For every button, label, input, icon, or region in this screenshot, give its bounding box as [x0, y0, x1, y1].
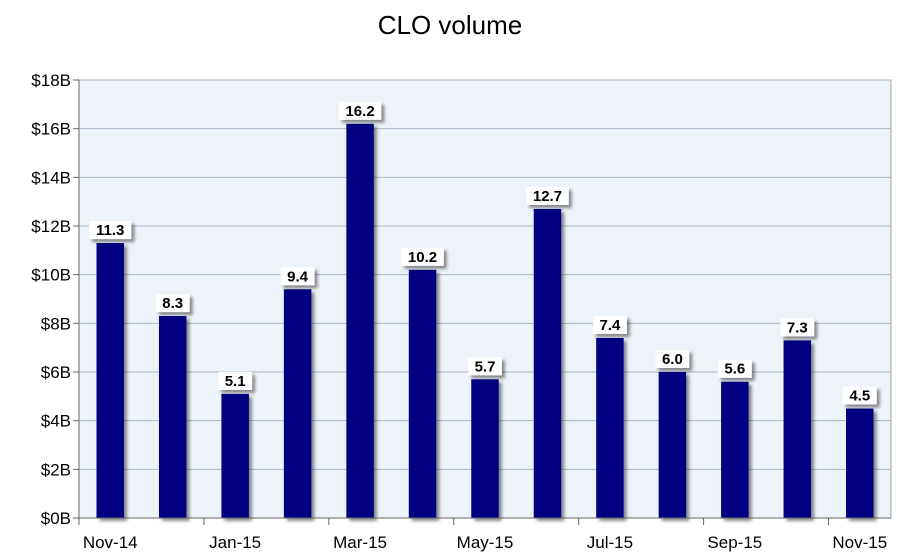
data-label-box — [717, 359, 752, 378]
x-tick-label: Nov-15 — [832, 533, 887, 552]
y-tick-label: $6B — [41, 363, 71, 382]
y-axis-ticks: $0B $2B $4B $6B $8B $10B $12B $14B $16B $18B — [31, 71, 79, 528]
data-label-text: 16.2 — [345, 103, 374, 120]
data-label-box — [401, 247, 444, 266]
y-tick-label: $16B — [31, 120, 71, 139]
data-label-text: 4.5 — [849, 388, 870, 405]
data-label: 9.4 — [280, 267, 315, 286]
data-label-text: 5.6 — [724, 361, 745, 378]
data-label: 4.5 — [842, 386, 877, 405]
data-label-text: 5.7 — [475, 358, 496, 375]
x-tick-label: May-15 — [457, 533, 514, 552]
x-tick-label: Jul-15 — [587, 533, 633, 552]
bar — [221, 393, 249, 518]
data-label: 5.7 — [468, 357, 502, 376]
data-label-box — [89, 221, 132, 240]
data-label: 5.6 — [717, 359, 752, 378]
y-tick-label: $8B — [41, 314, 71, 333]
y-tick-label: $0B — [41, 509, 71, 528]
y-tick-label: $14B — [31, 168, 71, 187]
data-label-box — [842, 386, 877, 405]
data-label: 7.4 — [593, 315, 627, 334]
bar — [283, 289, 312, 518]
data-label-box — [155, 294, 190, 313]
data-label-text: 8.3 — [162, 295, 183, 312]
bar — [846, 408, 874, 518]
data-label-text: 6.0 — [662, 351, 683, 368]
chart-title: CLO volume — [377, 10, 523, 40]
y-tick-label: $4B — [41, 412, 71, 431]
bar — [533, 208, 562, 518]
data-label-box — [280, 267, 315, 286]
bar — [158, 316, 187, 518]
y-tick-label: $12B — [31, 217, 71, 236]
data-label: 5.1 — [218, 371, 253, 390]
data-label: 8.3 — [155, 294, 190, 313]
data-label: 10.2 — [401, 247, 444, 266]
y-tick-label: $10B — [31, 266, 71, 285]
data-label-box — [338, 101, 382, 120]
x-axis-ticks: Nov-14 Jan-15 Mar-15 May-15 Jul-15 Sep-15 Nov-… — [78, 518, 887, 552]
x-tick-label: Mar-15 — [333, 533, 387, 552]
bar — [471, 379, 499, 518]
data-label-text: 5.1 — [225, 373, 246, 390]
x-tick-label: Jan-15 — [209, 533, 261, 552]
bar — [408, 269, 437, 518]
data-label-text: 9.4 — [287, 268, 309, 285]
data-label-text: 12.7 — [533, 188, 562, 205]
axes — [78, 80, 891, 519]
y-tick-label: $18B — [31, 71, 71, 90]
bar — [721, 381, 749, 518]
data-label-text: 7.3 — [787, 319, 808, 336]
data-label-text: 11.3 — [96, 222, 124, 239]
data-label: 12.7 — [526, 186, 569, 205]
data-label-box — [780, 318, 815, 337]
x-tick-label: Sep-15 — [707, 533, 762, 552]
data-label: 6.0 — [655, 350, 690, 368]
data-label-box — [593, 315, 627, 334]
bar — [658, 372, 687, 518]
data-label-box — [218, 371, 253, 390]
bar — [96, 243, 124, 519]
data-label-box — [655, 350, 690, 368]
bar — [783, 340, 812, 518]
data-label-box — [526, 186, 569, 205]
bar — [596, 337, 624, 518]
data-label: 7.3 — [780, 318, 815, 337]
bars — [96, 123, 874, 519]
data-label-text: 10.2 — [408, 249, 437, 266]
data-labels: 11.3 8.3 5.1 9.4 16.2 10.2 5.7 12.7 7.4 6.0 5.6 7.3… — [89, 101, 877, 405]
data-label-box — [468, 357, 502, 376]
data-label: 11.3 — [89, 221, 132, 240]
bar — [346, 123, 374, 519]
data-label: 16.2 — [338, 101, 382, 120]
data-label-text: 7.4 — [599, 317, 621, 334]
x-tick-label: Nov-14 — [83, 533, 138, 552]
y-tick-label: $2B — [41, 460, 71, 479]
